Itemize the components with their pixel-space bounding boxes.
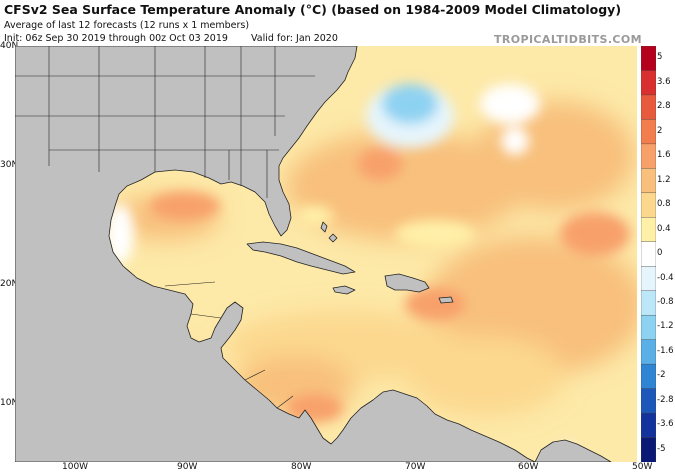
- colorbar-cell: [641, 168, 656, 194]
- south-america-land: [534, 439, 612, 462]
- colorbar-cell: [641, 437, 656, 462]
- valid-time: Valid for: Jan 2020: [251, 33, 338, 44]
- colorbar-label: 0.8: [657, 199, 671, 210]
- colorbar-cell: [641, 192, 656, 218]
- colorbar-label: -2.8: [657, 394, 674, 405]
- map-subtitle: Average of last 12 forecasts (12 runs x …: [4, 20, 250, 31]
- colorbar-cell: [641, 241, 656, 267]
- lat-label-20n: 20N: [0, 279, 19, 289]
- bahamas-island-2: [328, 233, 338, 243]
- colorbar-label: -0.8: [657, 296, 674, 307]
- hispaniola-island: [384, 273, 430, 293]
- colorbar-cell: [641, 217, 656, 243]
- colorbar-cell: [641, 339, 656, 365]
- colorbar-label: 3.6: [657, 76, 671, 87]
- colorbar-label: -5: [657, 443, 666, 454]
- colorbar-cell: [641, 363, 656, 390]
- colorbar-label: 0: [657, 248, 663, 258]
- sst-anomaly-map: [15, 46, 637, 462]
- lat-label-10n: 10N: [0, 398, 19, 408]
- lon-label-100w: 100W: [62, 462, 89, 472]
- colorbar-label: 5: [657, 52, 663, 63]
- colorbar-label: 2.8: [657, 101, 671, 112]
- colorbar-cell: [641, 314, 656, 341]
- colorbar-cell: [641, 143, 656, 169]
- puerto-rico-island: [438, 296, 454, 304]
- colorbar-label: 2: [657, 125, 663, 136]
- lon-label-50w: 50W: [632, 462, 653, 472]
- colorbar-cell: [641, 290, 656, 316]
- lon-label-60w: 60W: [518, 462, 539, 472]
- colorbar-cell: [641, 266, 656, 292]
- colorbar-cell: [641, 70, 656, 96]
- lon-label-80w: 80W: [291, 462, 312, 472]
- bahamas-island: [320, 221, 328, 233]
- colorbar-cell: [641, 119, 656, 145]
- colorbar-label: -3.6: [657, 419, 674, 430]
- state-borders: [15, 46, 315, 409]
- colorbar-label: 1.6: [657, 150, 671, 161]
- lon-label-70w: 70W: [405, 462, 426, 472]
- map-title: CFSv2 Sea Surface Temperature Anomaly (°…: [4, 2, 622, 17]
- colorbar: [641, 46, 656, 462]
- cuba-island: [246, 241, 356, 275]
- lon-label-90w: 90W: [177, 462, 198, 472]
- init-time: Init: 06z Sep 30 2019 through 00z Oct 03…: [4, 33, 228, 44]
- colorbar-cell: [641, 94, 656, 121]
- site-credit: TROPICALTIDBITS.COM: [493, 33, 642, 46]
- colorbar-label: -1.6: [657, 345, 674, 356]
- jamaica-island: [332, 285, 356, 295]
- colorbar-label: -1.2: [657, 321, 674, 332]
- colorbar-label: -2: [657, 370, 666, 381]
- colorbar-cell: [641, 412, 656, 439]
- lat-label-30n: 30N: [0, 160, 19, 170]
- colorbar-label: 1.2: [657, 174, 671, 185]
- lat-label-40n: 40N: [0, 41, 19, 51]
- colorbar-label: -0.4: [657, 272, 674, 283]
- colorbar-cell: [641, 46, 656, 72]
- colorbar-cell: [641, 388, 656, 414]
- colorbar-label: 0.4: [657, 223, 671, 234]
